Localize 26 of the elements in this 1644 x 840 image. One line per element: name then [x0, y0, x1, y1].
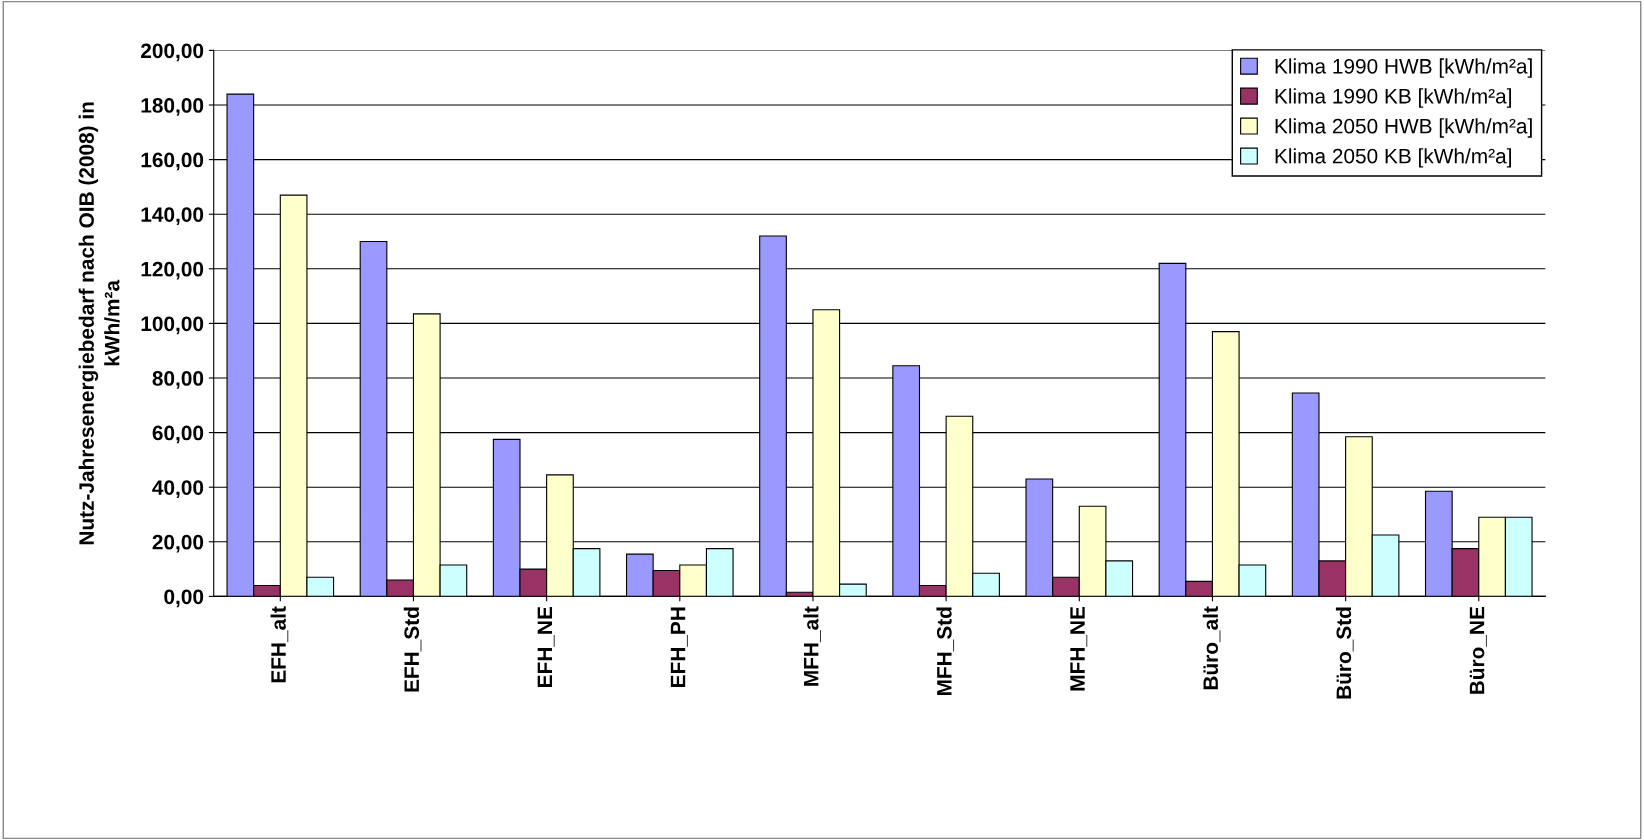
x-tick-label: EFH_NE — [537, 606, 555, 687]
x-tick-label: Büro_Std — [1335, 607, 1354, 699]
y-tick-label: 40,00 — [152, 480, 204, 498]
y-tick-label: 180,00 — [141, 98, 204, 116]
x-tick-label: Büro_NE — [1469, 606, 1487, 694]
x-tick-label: Büro_alt — [1202, 606, 1221, 690]
legend-label: Klima 2050 KB [kWh/m²a] — [1275, 148, 1511, 168]
y-tick-label: 80,00 — [152, 371, 204, 389]
x-tick-label: MFH_alt — [803, 606, 821, 686]
y-tick-label: 20,00 — [152, 534, 204, 553]
x-tick-label: MFH_NE — [1070, 606, 1088, 691]
y-tick-label: 60,00 — [152, 425, 204, 444]
x-tick-label: MFH_Std — [936, 607, 955, 695]
y-tick-label: 100,00 — [141, 316, 204, 335]
y-tick-label: 120,00 — [141, 261, 204, 280]
y-tick-label: 140,00 — [141, 207, 204, 225]
y-tick-label: 0,00 — [164, 589, 204, 608]
x-tick-label: EFH_Std — [403, 607, 422, 692]
y-axis-title: Nutz-Jahresenergiebedarf nach OIB (2008) in kWh/m²a — [78, 102, 120, 545]
y-tick-label: 200,00 — [141, 43, 204, 62]
x-tick-label: EFH_PH — [670, 607, 688, 687]
legend-label: Klima 1990 KB [kWh/m²a] — [1275, 88, 1511, 108]
legend-label: Klima 2050 HWB [kWh/m²a] — [1275, 118, 1532, 138]
x-tick-label: EFH_alt — [270, 606, 289, 683]
y-tick-label: 160,00 — [141, 152, 204, 171]
legend-label: Klima 1990 HWB [kWh/m²a] — [1275, 58, 1532, 78]
